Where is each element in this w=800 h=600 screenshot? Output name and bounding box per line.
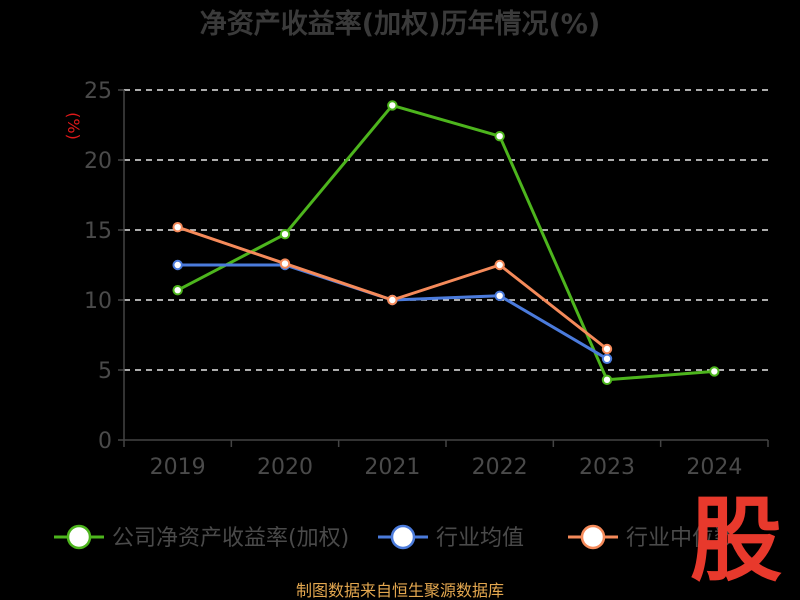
x-tick-label-2022: 2022 [472, 455, 528, 480]
x-tick-label-2024: 2024 [686, 455, 742, 480]
y-tick-label-10: 10 [84, 289, 112, 314]
y-tick-label-5: 5 [98, 359, 112, 384]
legend: 公司净资产收益率(加权) 行业均值 行业中位数 [54, 524, 736, 551]
legend-item-1: 行业均值 [378, 524, 524, 551]
chart-title: 净资产收益率(加权)历年情况(%) [200, 8, 600, 40]
x-tick-label-2020: 2020 [257, 455, 313, 480]
x-tick-label-2023: 2023 [579, 455, 635, 480]
legend-marker-0 [66, 524, 92, 550]
legend-marker-2 [580, 524, 606, 550]
series-lines [172, 100, 720, 385]
legend-label-2: 行业中位数 [626, 526, 736, 551]
x-tick-label-2021: 2021 [364, 455, 420, 480]
legend-marker-1 [390, 524, 416, 550]
watermark-logo: 股 [690, 487, 782, 594]
data-point-1-2022 [494, 290, 505, 301]
data-point-0-2019 [172, 285, 183, 296]
grid-lines [124, 89, 768, 371]
data-point-2-2019 [172, 222, 183, 233]
data-point-0-2023 [601, 374, 613, 385]
data-source-note: 制图数据来自恒生聚源数据库 [296, 581, 504, 600]
data-point-1-2019 [172, 259, 183, 271]
data-point-0-2020 [279, 229, 291, 240]
series-line-2 [177, 225, 608, 351]
axes: 0 5 10 15 20 25 2019 2020 2021 2022 2023 2024 [84, 79, 769, 480]
series-line-1 [177, 263, 608, 361]
series-2 [172, 222, 613, 355]
x-tick-label-2019: 2019 [150, 455, 206, 480]
legend-item-0: 公司净资产收益率(加权) [54, 524, 349, 551]
series-line-0 [177, 103, 715, 382]
legend-label-0: 公司净资产收益率(加权) [112, 526, 349, 551]
data-point-0-2021 [387, 100, 398, 111]
data-point-0-2022 [494, 131, 505, 142]
data-point-0-2024 [709, 366, 720, 377]
y-tick-label-20: 20 [84, 149, 112, 174]
legend-label-1: 行业均值 [436, 526, 524, 551]
y-tick-label-15: 15 [84, 219, 112, 244]
y-tick-label-0: 0 [98, 429, 112, 454]
data-point-2-2020 [279, 258, 291, 269]
series-0 [172, 100, 720, 385]
data-point-1-2023 [601, 353, 613, 364]
legend-item-2: 行业中位数 [568, 524, 736, 551]
data-point-2-2022 [494, 259, 505, 271]
data-point-2-2023 [601, 343, 613, 355]
y-tick-label-25: 25 [84, 79, 112, 104]
y-axis-label: (%) [64, 112, 83, 140]
data-point-2-2021 [387, 294, 398, 306]
series-1 [172, 259, 613, 364]
